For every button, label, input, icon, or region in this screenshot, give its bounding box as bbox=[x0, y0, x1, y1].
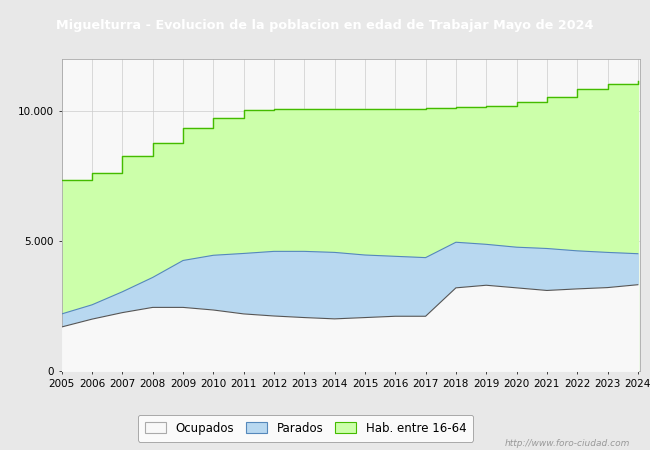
Text: http://www.foro-ciudad.com: http://www.foro-ciudad.com bbox=[505, 439, 630, 448]
Text: Miguelturra - Evolucion de la poblacion en edad de Trabajar Mayo de 2024: Miguelturra - Evolucion de la poblacion … bbox=[57, 19, 593, 32]
Legend: Ocupados, Parados, Hab. entre 16-64: Ocupados, Parados, Hab. entre 16-64 bbox=[138, 415, 473, 442]
